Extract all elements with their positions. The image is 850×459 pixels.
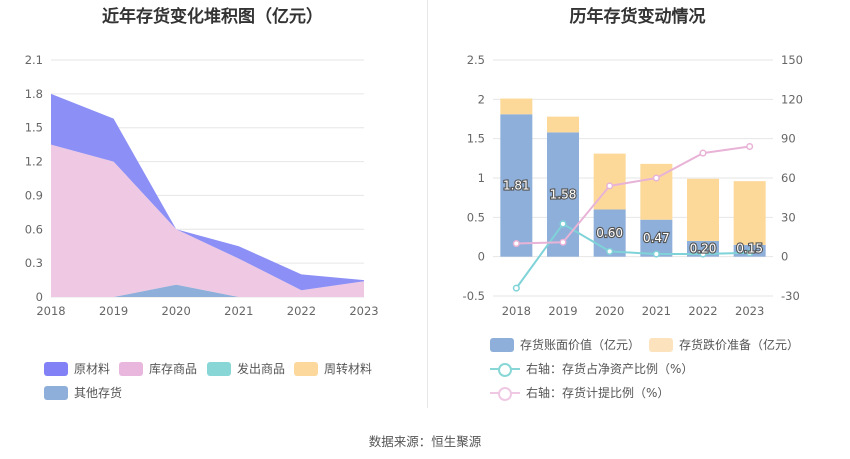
y-left-tick-label: -0.5	[463, 289, 485, 303]
y-left-tick-label: 0	[478, 250, 485, 264]
y-tick-label: 0.6	[25, 222, 43, 236]
line-provision-ratio	[516, 145, 750, 245]
left-chart-title: 近年存货变化堆积图（亿元）	[102, 7, 323, 27]
line-point	[746, 142, 754, 151]
legend-label: 右轴：存货占净资产比例（%）	[526, 362, 694, 376]
line-point	[512, 284, 520, 292]
y-right-tick-label: 150	[781, 53, 803, 67]
x-tick-label: 2023	[349, 304, 378, 318]
legend-label: 发出商品	[237, 362, 286, 376]
legend-swatch-icon	[44, 385, 68, 400]
y-tick-label: 0	[36, 290, 43, 304]
legend-swatch-icon	[207, 361, 231, 376]
bar-value-label: 0.47	[643, 231, 670, 245]
right-chart-title: 历年存货变动情况	[569, 7, 706, 27]
line-point	[559, 220, 567, 228]
x-tick-label: 2021	[224, 304, 253, 318]
legend-label: 周转材料	[324, 362, 373, 376]
y-left-tick-label: 1.5	[467, 132, 485, 146]
legend-swatch-icon	[44, 361, 68, 376]
y-right-tick-label: 30	[781, 210, 796, 224]
legend-label: 库存商品	[149, 362, 198, 376]
legend-swatch-icon	[119, 361, 143, 376]
y-tick-label: 1.8	[25, 87, 43, 101]
line-point	[746, 249, 754, 257]
legend-line-icon	[490, 386, 520, 401]
x-tick-label: 2022	[688, 304, 717, 318]
y-right-tick-label: 60	[781, 171, 796, 185]
line-point	[652, 174, 660, 182]
y-tick-label: 0.3	[25, 256, 43, 270]
legend-item-provision-ratio[interactable]: 右轴：存货计提比例（%）	[490, 384, 669, 401]
y-right-tick-label: 120	[781, 92, 803, 106]
x-tick-label: 2020	[162, 304, 191, 318]
legend-label: 其他存货	[74, 386, 123, 400]
legend-item-impairment-reserve[interactable]: 存货跌价准备（亿元）	[649, 336, 799, 353]
x-tick-label: 2018	[36, 304, 65, 318]
legend-swatch-icon	[490, 337, 514, 352]
bar-impairment-reserve	[733, 181, 766, 245]
y-tick-label: 0.9	[25, 188, 43, 202]
y-tick-label: 1.5	[25, 121, 43, 135]
legend-label: 存货账面价值（亿元）	[520, 338, 641, 352]
bar-impairment-reserve	[547, 116, 579, 133]
bar-value-label: 1.81	[503, 178, 530, 192]
y-left-tick-label: 2.5	[467, 53, 485, 67]
bar-value-label: 0.15	[736, 242, 763, 256]
bar-impairment-reserve	[593, 153, 626, 210]
legend-swatch-icon	[294, 361, 318, 376]
x-tick-label: 2021	[642, 304, 671, 318]
legend-item-inventory-goods[interactable]: 库存商品	[119, 360, 197, 377]
line-point	[512, 240, 520, 248]
y-right-tick-label: 90	[781, 132, 796, 146]
bar-value-label: 1.58	[550, 188, 577, 202]
area-库存商品	[51, 144, 364, 297]
bar-value-label: 0.20	[690, 242, 717, 256]
bar-book-value	[547, 132, 579, 257]
legend-label: 原材料	[74, 362, 111, 376]
legend-item-book-value[interactable]: 存货账面价值（亿元）	[490, 336, 640, 353]
bar-impairment-reserve	[687, 178, 719, 241]
legend-item-goods-shipped[interactable]: 发出商品	[207, 360, 285, 377]
bar-value-label: 0.60	[596, 226, 623, 240]
y-right-tick-label: 0	[781, 250, 788, 264]
y-tick-label: 1.2	[25, 155, 43, 169]
legend-item-other-inventory[interactable]: 其他存货	[44, 384, 122, 401]
line-point	[699, 149, 707, 157]
line-point	[699, 250, 707, 258]
x-tick-label: 2022	[287, 304, 316, 318]
legend-item-raw-material[interactable]: 原材料	[44, 360, 110, 377]
bar-book-value	[687, 240, 719, 257]
line-point	[606, 182, 614, 190]
line-point	[559, 238, 567, 246]
y-left-tick-label: 2	[478, 92, 485, 106]
area-其他存货	[51, 284, 364, 297]
data-source: 数据来源：恒生聚源	[368, 434, 482, 449]
x-tick-label: 2019	[99, 304, 128, 318]
line-point	[652, 250, 660, 258]
legend-item-turnover-material[interactable]: 周转材料	[294, 360, 372, 377]
line-net-asset-ratio	[515, 222, 750, 289]
area-原材料	[51, 93, 364, 291]
bar-impairment-reserve	[500, 98, 533, 115]
bar-book-value	[500, 114, 533, 257]
x-tick-label: 2018	[502, 304, 531, 318]
x-tick-label: 2023	[735, 304, 764, 318]
y-left-tick-label: 1	[478, 171, 485, 185]
legend-swatch-icon	[649, 337, 673, 352]
x-tick-label: 2019	[548, 304, 577, 318]
y-right-tick-label: -30	[781, 289, 800, 303]
legend-label: 右轴：存货计提比例（%）	[526, 386, 670, 400]
x-tick-label: 2020	[595, 304, 624, 318]
legend-item-net-asset-ratio[interactable]: 右轴：存货占净资产比例（%）	[490, 360, 693, 377]
line-point	[606, 247, 614, 255]
legend-line-icon	[490, 362, 520, 377]
y-left-tick-label: 0.5	[467, 210, 485, 224]
chart-divider	[427, 0, 428, 408]
legend-label: 存货跌价准备（亿元）	[679, 338, 800, 352]
y-tick-label: 2.1	[25, 53, 43, 67]
